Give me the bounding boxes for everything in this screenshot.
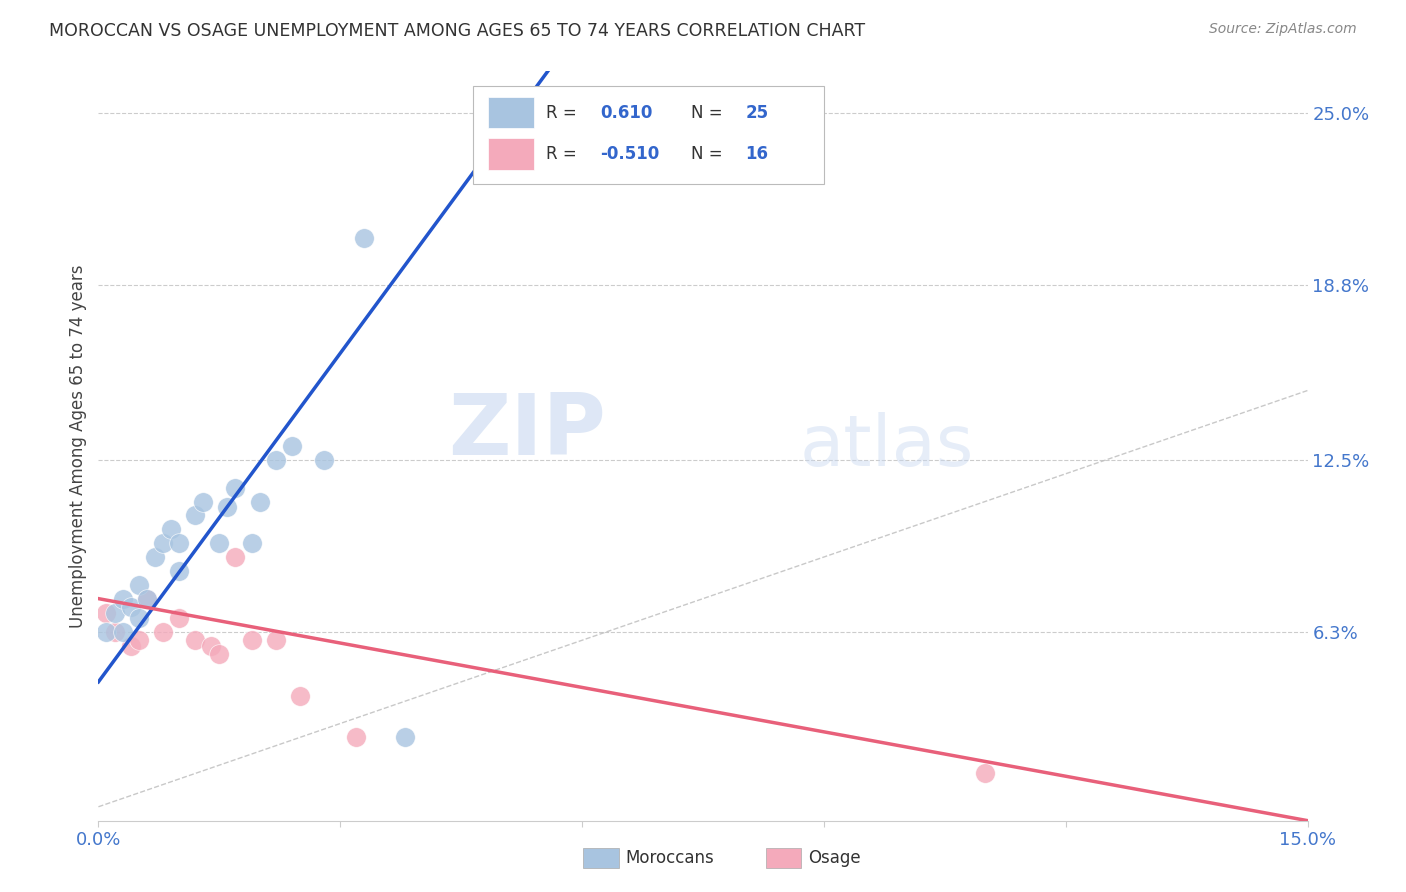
Point (217, 500, 239, 514)
Text: 16: 16 (745, 145, 768, 162)
Point (143, 549, 166, 564)
Point (193, 494, 215, 508)
Point (240, 633, 263, 648)
FancyBboxPatch shape (474, 87, 824, 184)
Point (103, 624, 125, 639)
Text: atlas: atlas (800, 411, 974, 481)
Point (200, 639, 222, 653)
Point (288, 689, 311, 703)
Point (281, 439, 304, 453)
Text: R =: R = (546, 103, 582, 121)
Point (111, 624, 134, 639)
Y-axis label: Unemployment Among Ages 65 to 74 years: Unemployment Among Ages 65 to 74 years (69, 264, 87, 628)
Point (240, 536, 263, 550)
Point (120, 639, 142, 653)
Point (344, 731, 367, 745)
Point (974, 766, 997, 780)
Text: 0.610: 0.610 (600, 103, 652, 121)
Text: Osage: Osage (808, 849, 860, 867)
FancyBboxPatch shape (488, 138, 534, 169)
Point (394, 731, 416, 745)
Text: ZIP: ZIP (449, 390, 606, 473)
Point (152, 624, 174, 639)
Point (135, 591, 157, 606)
Point (264, 633, 287, 648)
Point (152, 536, 174, 550)
Text: -0.510: -0.510 (600, 145, 659, 162)
Point (314, 453, 336, 467)
Point (128, 633, 150, 648)
Point (167, 536, 190, 550)
Point (103, 606, 125, 620)
Point (96, 624, 118, 639)
Point (111, 591, 134, 606)
Point (128, 611, 150, 625)
Point (224, 481, 246, 495)
Point (208, 536, 231, 550)
Point (167, 564, 190, 578)
FancyBboxPatch shape (488, 97, 534, 128)
Text: Source: ZipAtlas.com: Source: ZipAtlas.com (1209, 22, 1357, 37)
Text: Moroccans: Moroccans (626, 849, 714, 867)
Point (264, 453, 287, 467)
Point (167, 611, 190, 625)
Point (353, 231, 375, 245)
Point (135, 591, 157, 606)
Text: 25: 25 (745, 103, 769, 121)
Point (160, 522, 183, 536)
Point (128, 578, 150, 592)
Text: N =: N = (690, 103, 728, 121)
Point (120, 599, 142, 614)
Point (184, 633, 207, 648)
Text: MOROCCAN VS OSAGE UNEMPLOYMENT AMONG AGES 65 TO 74 YEARS CORRELATION CHART: MOROCCAN VS OSAGE UNEMPLOYMENT AMONG AGE… (49, 22, 865, 40)
Text: N =: N = (690, 145, 728, 162)
Point (224, 549, 246, 564)
Point (208, 647, 231, 661)
Point (249, 494, 271, 508)
Point (184, 508, 207, 523)
Text: R =: R = (546, 145, 582, 162)
Point (96, 606, 118, 620)
